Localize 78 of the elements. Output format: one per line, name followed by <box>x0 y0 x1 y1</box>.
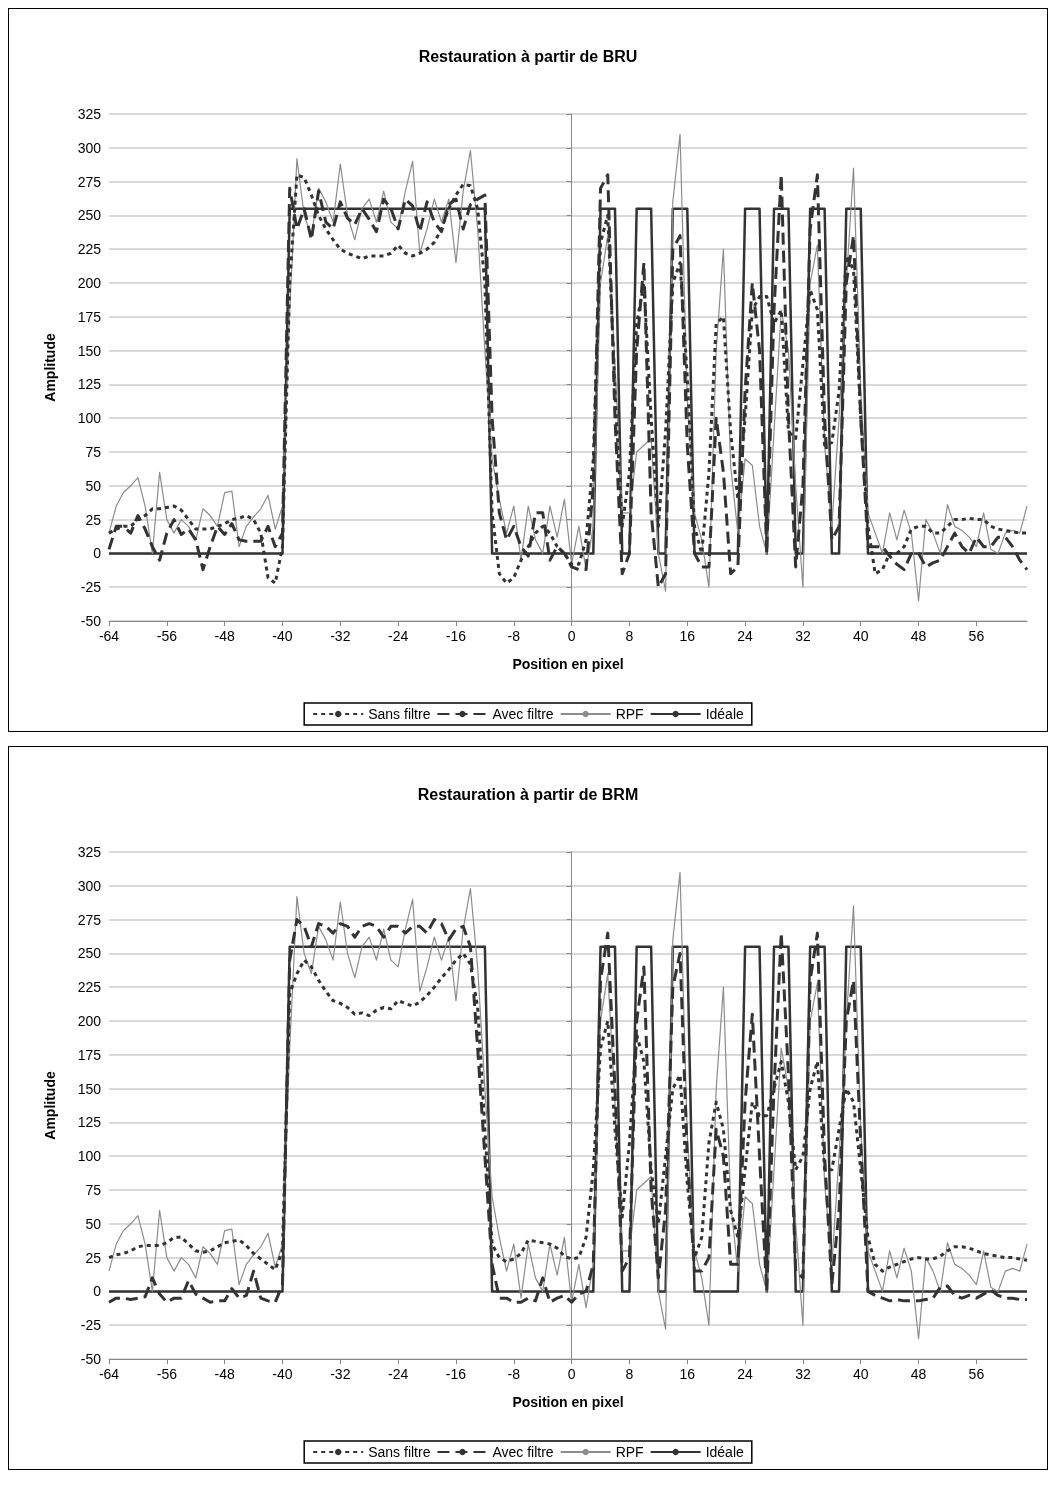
legend-label: Avec filtre <box>492 1444 554 1460</box>
y-tick-label: 300 <box>77 139 102 156</box>
x-axis-title: Position en pixel <box>512 1394 624 1410</box>
y-tick-label: 275 <box>77 911 102 928</box>
x-tick-label: -48 <box>214 628 235 644</box>
y-tick-label: -25 <box>80 579 102 596</box>
y-tick-label: 75 <box>85 1182 102 1198</box>
x-tick-label: 0 <box>567 628 576 644</box>
y-tick-label: 250 <box>77 207 102 224</box>
y-tick-label: 50 <box>85 1215 102 1232</box>
x-tick-label: -24 <box>388 628 409 644</box>
x-tick-label: 56 <box>968 628 985 644</box>
x-tick-label: -48 <box>214 1366 235 1382</box>
y-tick-label: 225 <box>77 979 102 996</box>
chart-title: Restauration à partir de BRM <box>417 785 639 803</box>
y-tick-label: 150 <box>77 1080 102 1097</box>
x-tick-label: -16 <box>445 1366 467 1382</box>
y-axis-title: Amplitude <box>42 1071 58 1140</box>
x-tick-label: -64 <box>98 1366 120 1382</box>
legend-label: Avec filtre <box>492 706 554 722</box>
x-tick-label: -24 <box>388 1366 409 1382</box>
y-tick-label: 125 <box>77 376 102 393</box>
x-tick-label: -32 <box>330 1366 351 1382</box>
legend-label: Idéale <box>705 1444 745 1460</box>
x-axis-title: Position en pixel <box>512 656 624 672</box>
legend-label: RPF <box>615 1444 644 1460</box>
x-tick-label: 0 <box>567 1366 576 1382</box>
x-tick-label: 8 <box>625 628 634 644</box>
y-tick-label: 200 <box>77 275 102 291</box>
y-tick-label: 150 <box>77 342 102 359</box>
y-tick-label: 100 <box>77 410 102 427</box>
y-tick-label: 75 <box>85 444 102 460</box>
y-axis-title: Amplitude <box>42 333 58 402</box>
legend-label: Sans filtre <box>368 1444 431 1460</box>
x-tick-label: 48 <box>910 628 927 644</box>
y-tick-label: 300 <box>77 877 102 894</box>
y-tick-label: 200 <box>77 1013 102 1029</box>
x-tick-label: 32 <box>795 628 811 644</box>
y-tick-label: 50 <box>85 477 102 494</box>
x-tick-label: -56 <box>156 1366 178 1382</box>
y-tick-label: -50 <box>80 1351 102 1367</box>
x-tick-label: 16 <box>679 628 696 644</box>
y-tick-label: 0 <box>93 545 102 562</box>
x-tick-label: -64 <box>98 628 120 644</box>
x-tick-label: 48 <box>910 1366 927 1382</box>
y-tick-label: 275 <box>77 173 102 190</box>
y-tick-label: 100 <box>77 1148 102 1165</box>
x-tick-label: 40 <box>852 1366 869 1382</box>
x-tick-label: 24 <box>737 628 754 644</box>
x-tick-label: 56 <box>968 1366 985 1382</box>
x-tick-label: -16 <box>445 628 467 644</box>
x-tick-label: -32 <box>330 628 351 644</box>
chart-title: Restauration à partir de BRU <box>418 47 638 65</box>
y-tick-label: 225 <box>77 241 102 258</box>
x-tick-label: 32 <box>795 1366 811 1382</box>
y-tick-label: 25 <box>85 511 102 528</box>
y-tick-label: 25 <box>85 1249 102 1266</box>
x-tick-label: -56 <box>156 628 178 644</box>
y-tick-label: 175 <box>77 1046 102 1063</box>
y-tick-label: 125 <box>77 1114 102 1131</box>
y-tick-label: 250 <box>77 945 102 962</box>
x-tick-label: -8 <box>507 1366 521 1382</box>
y-tick-label: 175 <box>77 308 102 325</box>
legend-label: RPF <box>615 706 644 722</box>
y-tick-label: 0 <box>93 1283 102 1300</box>
x-tick-label: -40 <box>272 1366 293 1382</box>
y-tick-label: -50 <box>80 613 102 629</box>
x-tick-label: 8 <box>625 1366 634 1382</box>
y-tick-label: 325 <box>77 844 102 860</box>
x-tick-label: 40 <box>852 628 869 644</box>
x-tick-label: 24 <box>737 1366 754 1382</box>
x-tick-label: 16 <box>679 1366 696 1382</box>
x-tick-label: -8 <box>507 628 521 644</box>
x-tick-label: -40 <box>272 628 293 644</box>
y-tick-label: -25 <box>80 1317 102 1334</box>
legend-label: Idéale <box>705 706 745 722</box>
y-tick-label: 325 <box>77 106 102 122</box>
legend-label: Sans filtre <box>368 706 431 722</box>
